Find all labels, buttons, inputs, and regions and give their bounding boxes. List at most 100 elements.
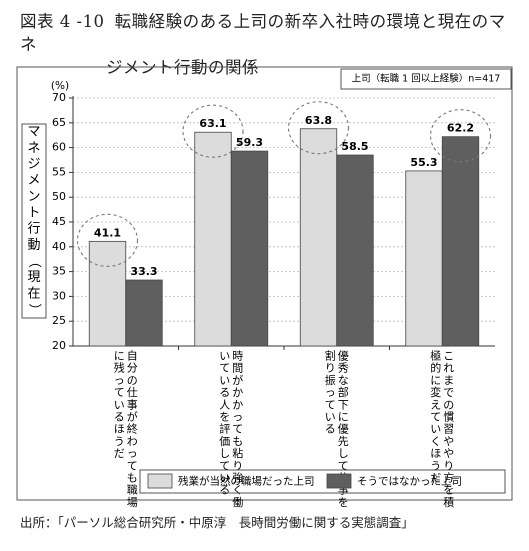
bar <box>194 131 232 347</box>
figure-number: 図表 4 -10 <box>20 12 105 31</box>
category-label-char: 仕 <box>127 386 138 399</box>
sample-note-box <box>340 68 512 90</box>
bar <box>336 154 374 347</box>
category-label-char: ま <box>443 374 454 387</box>
category-label-char: こ <box>443 350 454 363</box>
category-label-char: っ <box>114 374 125 387</box>
data-label: 33.3 <box>130 265 157 278</box>
category-label-char: 人 <box>219 398 230 411</box>
category-label-char: て <box>325 398 336 411</box>
category-label-char: が <box>127 410 138 424</box>
category-label-char: る <box>114 411 125 424</box>
category-label-char: 部 <box>338 385 349 399</box>
legend-swatch <box>326 473 352 489</box>
y-tick-label: 25 <box>52 314 66 327</box>
category-label-char: て <box>338 459 349 472</box>
y-axis-label-char: ） <box>27 303 42 316</box>
category-label-char: 下 <box>338 398 349 411</box>
category-label-char: く <box>232 484 243 497</box>
category-label-char: い <box>219 374 230 387</box>
category-label-char: を <box>219 411 230 424</box>
category-label-char: や <box>443 435 454 448</box>
category-label-char: 先 <box>338 435 349 448</box>
data-label: 58.5 <box>341 140 368 153</box>
y-axis-label-char: 行 <box>27 222 40 237</box>
category-label-char: 評 <box>219 422 230 436</box>
bar <box>299 128 338 347</box>
category-label-char: っ <box>127 447 138 460</box>
bar <box>405 170 443 347</box>
legend-label: 残業が当然の職場だった上司 <box>178 475 315 488</box>
category-label-char: る <box>325 423 336 436</box>
y-axis-label-char: ト <box>27 205 40 220</box>
category-label-char: で <box>443 386 454 399</box>
category-label-char: っ <box>232 411 243 424</box>
category-label-char: て <box>232 423 243 436</box>
y-axis-label-char: ネ <box>27 141 40 156</box>
category-label-char: 優 <box>338 350 349 363</box>
y-axis-label-char: メ <box>27 173 40 188</box>
category-label-char: 価 <box>219 435 230 448</box>
y-tick-label: 35 <box>52 265 66 278</box>
category-label-char: る <box>219 484 230 497</box>
category-label-char: の <box>127 374 138 387</box>
category-label-char: 変 <box>430 385 441 399</box>
category-label-char: も <box>127 472 138 485</box>
category-label-char: 事 <box>127 398 138 411</box>
chart-frame <box>16 66 513 501</box>
legend-swatch <box>147 473 173 489</box>
category-label-char: て <box>430 411 441 424</box>
category-label-char: い <box>430 423 441 436</box>
category-label-char: 積 <box>443 495 454 509</box>
legend-label: そうではなかった上司 <box>357 476 462 488</box>
category-label-char: 残 <box>114 361 125 375</box>
category-label-char: 分 <box>127 362 138 375</box>
category-label-char: い <box>114 398 125 411</box>
category-label-char: し <box>338 447 349 460</box>
category-label-char: 働 <box>232 496 243 509</box>
category-label-char: 習 <box>443 423 454 436</box>
category-label-char: の <box>443 398 454 411</box>
category-label-char: り <box>232 459 243 472</box>
y-tick-label: 70 <box>52 91 66 104</box>
category-label-char: 方 <box>443 471 454 485</box>
y-tick-label: 45 <box>52 215 66 228</box>
y-axis-label-char: 在 <box>27 286 40 301</box>
category-label-char: う <box>114 435 125 448</box>
legend-box <box>139 469 506 494</box>
category-label-char: 事 <box>338 484 349 497</box>
category-label-char: い <box>325 411 336 424</box>
figure-title-line1: 転職経験のある上司の新卒入社時の環境と現在のマネ <box>20 12 506 54</box>
category-label-char: 場 <box>127 496 138 509</box>
bar <box>441 136 480 347</box>
y-axis-label-char: 動 <box>27 238 40 253</box>
category-label-char: も <box>232 435 243 448</box>
category-label-char: に <box>430 374 441 387</box>
y-axis-label-char: ジ <box>27 157 40 172</box>
bar <box>230 150 269 347</box>
highlight-circle <box>76 213 139 267</box>
category-label-char: 極 <box>430 349 441 363</box>
category-label-char: 自 <box>127 350 138 363</box>
category-label-char: を <box>338 496 349 509</box>
category-label-char: や <box>443 447 454 460</box>
category-label-char: 時 <box>232 350 243 363</box>
category-label-char: 的 <box>430 361 441 375</box>
category-label-char: 優 <box>338 423 349 436</box>
category-label-char: か <box>232 386 243 399</box>
category-label-char: だ <box>430 472 441 485</box>
category-label-char: り <box>325 362 336 375</box>
bar <box>125 279 163 347</box>
category-label-char: 終 <box>127 422 138 436</box>
y-tick-label: 65 <box>52 116 66 129</box>
category-label-char: い <box>219 472 230 485</box>
category-label-char: て <box>219 362 230 375</box>
category-label-char: え <box>430 398 441 411</box>
y-axis-label-char: 現 <box>27 270 40 285</box>
category-label-char: だ <box>114 447 125 460</box>
category-label-char: 粘 <box>232 446 243 460</box>
category-label-char: 職 <box>127 484 138 497</box>
highlight-circle <box>429 109 492 163</box>
category-label-char: が <box>232 373 243 387</box>
